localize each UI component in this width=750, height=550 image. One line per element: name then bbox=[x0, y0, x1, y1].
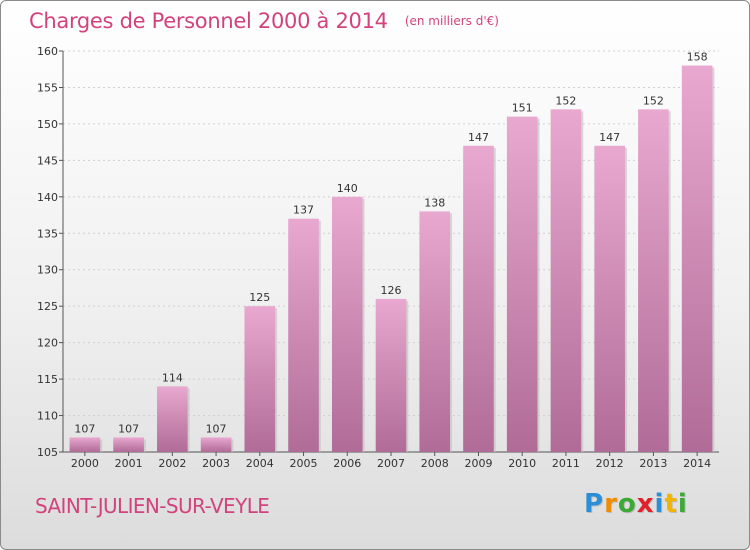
bar bbox=[157, 386, 188, 452]
y-tick-label: 125 bbox=[37, 300, 58, 313]
proxiti-logo: Proxiti bbox=[584, 489, 688, 519]
chart-subtitle: (en milliers d'€) bbox=[404, 14, 499, 28]
bars bbox=[69, 65, 715, 453]
y-tick-label: 105 bbox=[37, 446, 58, 459]
x-tick-label: 2005 bbox=[290, 457, 318, 470]
data-labels: 107 107 114 107 125 137 140 126 138 147 151 152 147 1… bbox=[74, 51, 707, 436]
axes: 105 110 115 120 125 130 135 140 145 150 155 160 2000… bbox=[37, 45, 719, 470]
bar bbox=[244, 306, 276, 452]
logo-letter: t bbox=[664, 489, 678, 519]
logo-letter: P bbox=[584, 489, 605, 519]
x-tick-label: 2009 bbox=[464, 457, 492, 470]
bar-value-label: 152 bbox=[643, 94, 664, 107]
x-tick-label: 2000 bbox=[71, 457, 99, 470]
bar bbox=[550, 109, 582, 452]
x-tick-label: 2004 bbox=[246, 457, 274, 470]
bar-value-label: 151 bbox=[512, 102, 533, 115]
bar bbox=[638, 109, 669, 452]
logo-letter: x bbox=[636, 489, 655, 519]
y-tick-label: 155 bbox=[37, 81, 58, 94]
bar bbox=[200, 437, 232, 452]
bar-value-label: 107 bbox=[118, 422, 139, 435]
logo-letter: r bbox=[604, 489, 618, 519]
y-tick-label: 145 bbox=[37, 154, 58, 167]
bar-value-label: 126 bbox=[381, 284, 402, 297]
x-tick-label: 2003 bbox=[202, 457, 230, 470]
bar bbox=[419, 211, 451, 452]
bar-value-label: 140 bbox=[337, 182, 358, 195]
bar-value-label: 152 bbox=[555, 94, 576, 107]
chart-title: Charges de Personnel 2000 à 2014 bbox=[29, 9, 388, 33]
bar-value-label: 158 bbox=[687, 51, 708, 64]
x-tick-label: 2011 bbox=[552, 457, 580, 470]
bar-value-label: 114 bbox=[162, 371, 183, 384]
bar bbox=[681, 65, 713, 452]
bar bbox=[331, 196, 363, 452]
bar bbox=[594, 145, 625, 453]
x-tick-label: 2007 bbox=[377, 457, 405, 470]
bar bbox=[506, 116, 538, 453]
y-tick-label: 135 bbox=[37, 227, 58, 240]
y-tick-label: 130 bbox=[37, 264, 58, 277]
y-tick-label: 160 bbox=[37, 45, 58, 58]
x-tick-label: 2013 bbox=[639, 457, 667, 470]
y-tick-label: 140 bbox=[37, 191, 58, 204]
x-tick-label: 2008 bbox=[421, 457, 449, 470]
y-tick-label: 120 bbox=[37, 337, 58, 350]
bar-value-label: 107 bbox=[74, 422, 95, 435]
y-tick-label: 115 bbox=[37, 373, 58, 386]
x-tick-label: 2006 bbox=[333, 457, 361, 470]
bar bbox=[288, 218, 319, 452]
logo-letter: o bbox=[617, 489, 637, 519]
bar-value-label: 137 bbox=[293, 204, 314, 217]
bar bbox=[463, 145, 494, 453]
x-tick-label: 2014 bbox=[683, 457, 711, 470]
bar-value-label: 147 bbox=[599, 131, 620, 144]
bar-value-label: 138 bbox=[424, 196, 445, 209]
x-tick-label: 2010 bbox=[508, 457, 536, 470]
x-tick-label: 2001 bbox=[115, 457, 143, 470]
logo-letter: i bbox=[654, 489, 665, 519]
bar bbox=[375, 298, 407, 452]
title-line: Charges de Personnel 2000 à 2014 (en mil… bbox=[29, 9, 499, 33]
bar-value-label: 107 bbox=[206, 422, 227, 435]
bar-value-label: 147 bbox=[468, 131, 489, 144]
x-tick-label: 2012 bbox=[596, 457, 624, 470]
bar-value-label: 125 bbox=[249, 291, 270, 304]
commune-name: SAINT-JULIEN-SUR-VEYLE bbox=[35, 494, 270, 518]
logo-letter: i bbox=[677, 489, 688, 519]
bar bbox=[113, 437, 144, 452]
bar bbox=[69, 437, 101, 452]
y-tick-label: 110 bbox=[37, 410, 58, 423]
x-tick-label: 2002 bbox=[158, 457, 186, 470]
y-tick-label: 150 bbox=[37, 118, 58, 131]
